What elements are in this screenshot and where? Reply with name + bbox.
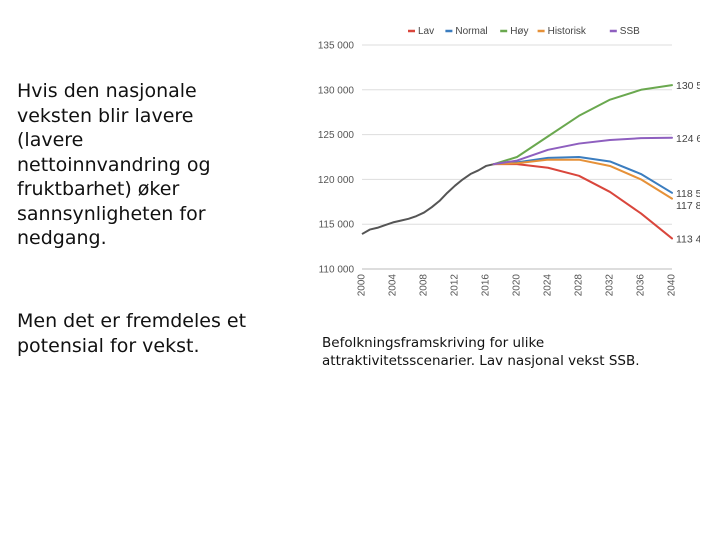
chart-end-labels: 130 527 124 643 118 503117 851 113 411	[676, 80, 700, 245]
x-tick-label: 2016	[481, 274, 492, 297]
y-tick-label: 120 000	[318, 175, 355, 186]
end-value-label: 130 527	[676, 80, 700, 92]
legend-label: Normal	[455, 26, 487, 37]
x-tick-label: 2032	[605, 274, 616, 297]
chart-series	[361, 84, 673, 240]
series-line-historisk	[492, 158, 673, 200]
x-tick-label: 2028	[574, 274, 585, 297]
x-tick-label: 2000	[357, 274, 368, 297]
end-value-label: 124 643	[676, 133, 700, 145]
legend-label: SSB	[620, 26, 640, 37]
chart-caption: Befolkningsframskriving for ulike attrak…	[322, 335, 640, 369]
y-tick-label: 125 000	[318, 130, 355, 141]
x-tick-label: 2004	[388, 274, 399, 297]
left-paragraph-2: Men det er fremdeles et potensial for ve…	[17, 310, 247, 357]
end-value-label: 118 503	[676, 188, 700, 200]
population-projection-chart: 110 000 115 000 120 000 125 000 130 000 135 0…	[318, 26, 700, 297]
legend-label: Høy	[510, 26, 528, 37]
legend-label: Historisk	[548, 26, 587, 37]
series-line-historical-data	[361, 163, 494, 235]
legend-label: Lav	[418, 26, 434, 37]
y-axis-ticks: 110 000 115 000 120 000 125 000 130 000 135 0…	[318, 41, 355, 276]
x-tick-label: 2008	[419, 274, 430, 297]
y-tick-label: 135 000	[318, 41, 355, 52]
y-tick-label: 110 000	[319, 265, 355, 276]
x-axis-ticks: 2000 2004 2008 2012 2016 2020 2024 2028 2032 2036…	[357, 274, 678, 297]
y-tick-label: 115 000	[319, 220, 355, 231]
x-tick-label: 2020	[512, 274, 523, 297]
series-line-høy	[492, 84, 673, 166]
series-line-lav	[492, 163, 673, 240]
chart-legend: Lav Normal Høy Historisk SSB	[408, 26, 640, 37]
x-tick-label: 2040	[667, 274, 678, 297]
x-tick-label: 2024	[543, 274, 554, 297]
series-line-ssb	[492, 136, 673, 166]
y-tick-label: 130 000	[318, 85, 355, 96]
end-value-label: 113 411	[676, 233, 700, 245]
left-paragraph-1: Hvis den nasjonale veksten blir lavere (…	[17, 80, 211, 249]
x-tick-label: 2036	[636, 274, 647, 297]
end-value-label: 117 851	[676, 200, 700, 212]
x-tick-label: 2012	[450, 274, 461, 297]
chart-grid	[362, 44, 672, 270]
